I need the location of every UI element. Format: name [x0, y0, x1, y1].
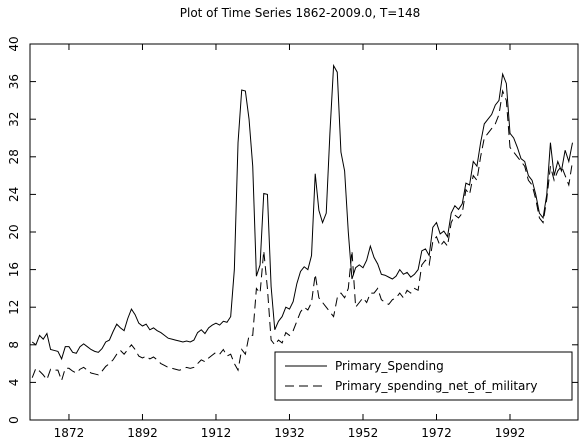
- x-tick-label: 1992: [495, 426, 526, 440]
- y-tick-label: 16: [7, 262, 21, 277]
- x-tick-label: 1932: [274, 426, 305, 440]
- x-tick-label: 1872: [54, 426, 85, 440]
- chart-title: Plot of Time Series 1862-2009.0, T=148: [180, 6, 421, 20]
- x-tick-label: 1952: [348, 426, 379, 440]
- x-tick-label: 1892: [127, 426, 158, 440]
- x-tick-label: 1972: [421, 426, 452, 440]
- y-tick-label: 12: [7, 300, 21, 315]
- y-tick-label: 0: [7, 416, 21, 424]
- series-line: [31, 63, 573, 361]
- series-line: [31, 89, 573, 383]
- y-tick-label: 32: [7, 112, 21, 127]
- legend-label: Primary_spending_net_of_military: [335, 379, 537, 393]
- y-tick-label: 20: [7, 224, 21, 239]
- legend-box: [274, 351, 573, 401]
- y-tick-label: 4: [7, 379, 21, 387]
- y-tick-label: 28: [7, 149, 21, 164]
- y-tick-label: 24: [7, 187, 21, 202]
- y-tick-label: 8: [7, 341, 21, 349]
- y-tick-label: 36: [7, 74, 21, 89]
- legend-label: Primary_Spending: [335, 359, 444, 373]
- y-tick-label: 40: [7, 36, 21, 51]
- x-tick-label: 1912: [201, 426, 232, 440]
